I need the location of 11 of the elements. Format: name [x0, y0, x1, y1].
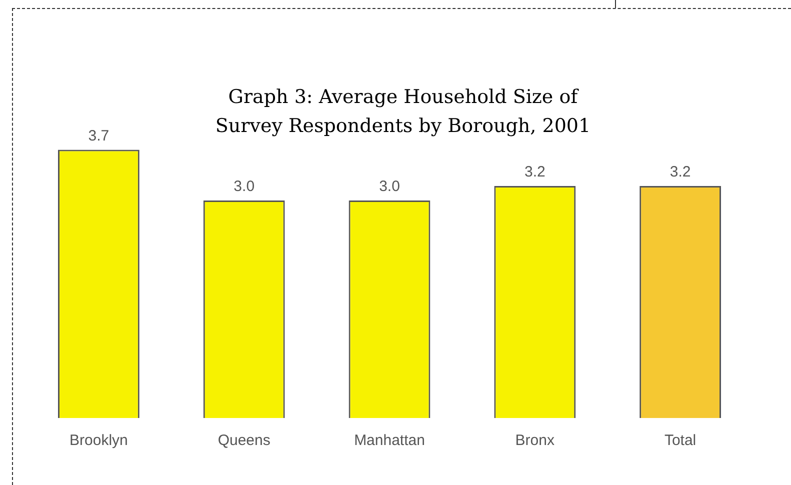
- data-label: 3.2: [524, 164, 546, 181]
- x-tick-label: Total: [664, 432, 696, 450]
- data-label: 3.0: [234, 178, 255, 196]
- chart-title: Graph 3: Average Household Size of Survey Respondents by Borough, 2001: [214, 85, 592, 139]
- x-tick-label: Queens: [218, 432, 270, 450]
- x-tick-label: Manhattan: [354, 432, 425, 450]
- x-tick-label: Bronx: [515, 432, 555, 450]
- data-label: 3.0: [379, 178, 400, 196]
- x-tick-label: Brooklyn: [70, 432, 128, 450]
- data-label: 3.2: [670, 164, 691, 181]
- data-label: 3.7: [88, 127, 110, 144]
